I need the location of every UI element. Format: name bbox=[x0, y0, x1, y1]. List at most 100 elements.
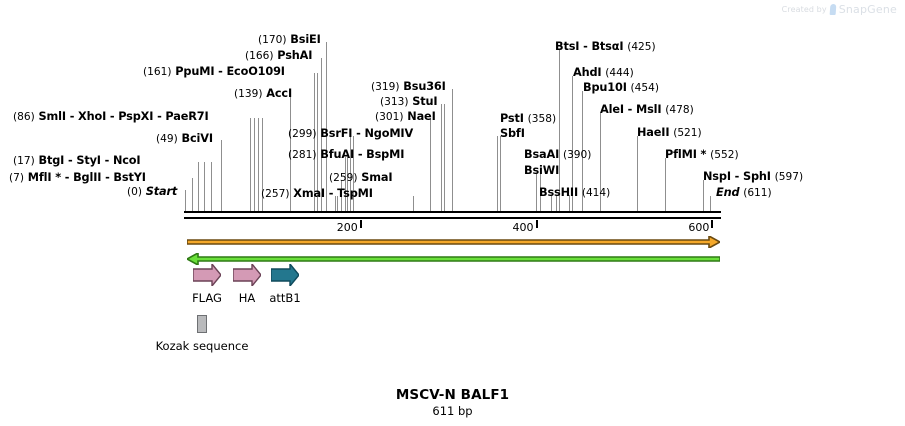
leader-line bbox=[497, 136, 498, 212]
enzyme-label[interactable]: BsaAI (390) bbox=[524, 149, 591, 161]
enzyme-label[interactable]: SbfI bbox=[500, 128, 525, 139]
enzyme-label[interactable]: BssHII (414) bbox=[539, 187, 610, 199]
enzyme-name: SbfI bbox=[500, 127, 525, 140]
enzyme-label[interactable]: (17) BtgI - StyI - NcoI bbox=[13, 155, 141, 167]
enzyme-position: (170) bbox=[258, 34, 287, 46]
leader-line bbox=[350, 136, 351, 212]
enzyme-position: (390) bbox=[562, 149, 592, 161]
reverse-orf-arrow[interactable] bbox=[185, 250, 721, 269]
enzyme-label[interactable]: (319) Bsu36I bbox=[371, 81, 446, 93]
leader-line bbox=[250, 118, 251, 212]
enzyme-name: Start bbox=[142, 185, 178, 198]
enzyme-label[interactable]: (0) Start bbox=[127, 186, 177, 198]
enzyme-label[interactable]: (301) NaeI bbox=[375, 111, 436, 123]
enzyme-label[interactable]: NspI - SphI (597) bbox=[703, 171, 803, 183]
enzyme-name: BfuAI - BspMI bbox=[316, 148, 405, 161]
leader-line bbox=[290, 95, 291, 212]
leader-line bbox=[341, 180, 342, 212]
snapgene-watermark: Created by SnapGene bbox=[782, 3, 897, 16]
enzyme-position: (425) bbox=[627, 41, 656, 53]
plasmid-backbone-line-top bbox=[184, 211, 721, 213]
enzyme-name: BtsI - BtsαI bbox=[555, 40, 628, 53]
enzyme-name: PpuMI - EcoO109I bbox=[171, 65, 285, 78]
leader-line bbox=[572, 76, 573, 212]
enzyme-name: AleI - MslI bbox=[600, 103, 666, 116]
leader-line bbox=[254, 118, 255, 212]
enzyme-label[interactable]: (299) BsrFI - NgoMIV bbox=[288, 128, 413, 140]
ruler-tick-label: 600 bbox=[688, 221, 710, 234]
leader-line bbox=[258, 118, 259, 212]
forward-orf-arrow[interactable] bbox=[186, 233, 722, 252]
enzyme-name: Bsu36I bbox=[399, 80, 446, 93]
enzyme-label[interactable]: End (611) bbox=[716, 187, 772, 199]
enzyme-label[interactable]: (139) AccI bbox=[234, 88, 292, 100]
enzyme-name: PshAI bbox=[273, 49, 313, 62]
leader-line bbox=[441, 104, 442, 212]
enzyme-name: BssHII bbox=[539, 186, 582, 199]
ruler-tick bbox=[359, 220, 362, 228]
enzyme-label[interactable]: HaeII (521) bbox=[637, 127, 702, 139]
enzyme-position: (259) bbox=[329, 172, 358, 184]
enzyme-label[interactable]: (257) XmaI - TspMI bbox=[261, 188, 373, 200]
leader-line bbox=[326, 42, 327, 212]
feature-arrow-ha[interactable] bbox=[232, 262, 262, 290]
enzyme-label[interactable]: (86) SmlI - XhoI - PspXI - PaeR7I bbox=[13, 111, 209, 123]
enzyme-label[interactable]: (7) MflI * - BglII - BstYI bbox=[9, 172, 146, 184]
leader-line bbox=[637, 136, 638, 212]
enzyme-position: (281) bbox=[288, 149, 317, 161]
ruler-tick bbox=[535, 220, 538, 228]
leader-line bbox=[444, 104, 445, 212]
enzyme-label[interactable]: AleI - MslI (478) bbox=[600, 104, 694, 116]
enzyme-position: (301) bbox=[375, 111, 404, 123]
leader-line bbox=[345, 157, 346, 212]
leader-line bbox=[665, 158, 666, 212]
enzyme-label[interactable]: BtsI - BtsαI (425) bbox=[555, 41, 656, 53]
leader-line bbox=[582, 91, 583, 212]
enzyme-label[interactable]: (281) BfuAI - BspMI bbox=[288, 149, 404, 161]
enzyme-position: (49) bbox=[156, 133, 178, 145]
leader-line bbox=[556, 195, 557, 212]
enzyme-label[interactable]: (313) StuI bbox=[380, 96, 438, 108]
enzyme-position: (17) bbox=[13, 155, 35, 167]
plasmid-backbone-line-bottom bbox=[184, 217, 721, 219]
enzyme-label[interactable]: PstI (358) bbox=[500, 113, 556, 125]
enzyme-position: (478) bbox=[665, 104, 694, 116]
enzyme-position: (161) bbox=[143, 66, 172, 78]
enzyme-name: AccI bbox=[262, 87, 293, 100]
leader-line bbox=[335, 196, 336, 212]
enzyme-label[interactable]: AhdI (444) bbox=[573, 67, 634, 79]
enzyme-position: (552) bbox=[710, 149, 739, 161]
enzyme-label[interactable]: (49) BciVI bbox=[156, 133, 213, 145]
leader-line bbox=[353, 136, 354, 212]
enzyme-name: BsrFI - NgoMIV bbox=[316, 127, 414, 140]
leader-line bbox=[347, 157, 348, 212]
enzyme-position: (444) bbox=[605, 67, 634, 79]
enzyme-position: (414) bbox=[581, 187, 611, 199]
enzyme-position: (358) bbox=[527, 113, 557, 125]
watermark-created-by-label: Created by bbox=[781, 5, 827, 14]
plasmid-title: MSCV-N BALF1 bbox=[395, 387, 510, 403]
leader-line bbox=[337, 196, 338, 212]
leader-line bbox=[559, 50, 560, 212]
enzyme-name: PflMI * bbox=[665, 148, 711, 161]
enzyme-label[interactable]: (166) PshAI bbox=[245, 50, 312, 62]
enzyme-label[interactable]: (170) BsiEI bbox=[258, 34, 321, 46]
kozak-sequence-box[interactable] bbox=[197, 315, 207, 333]
leader-line bbox=[430, 119, 431, 212]
enzyme-name: MflI * - BglII - BstYI bbox=[24, 171, 146, 184]
leader-line bbox=[536, 173, 537, 212]
feature-arrow-flag[interactable] bbox=[192, 262, 222, 290]
enzyme-label[interactable]: Bpu10I (454) bbox=[583, 82, 659, 94]
enzyme-name: BsiEI bbox=[286, 33, 321, 46]
enzyme-label[interactable]: (161) PpuMI - EcoO109I bbox=[143, 66, 285, 78]
enzyme-label[interactable]: PflMI * (552) bbox=[665, 149, 739, 161]
enzyme-position: (166) bbox=[245, 50, 274, 62]
enzyme-position: (454) bbox=[630, 82, 660, 94]
enzyme-position: (0) bbox=[127, 186, 143, 198]
feature-label-attb1: attB1 bbox=[269, 291, 301, 305]
feature-arrow-attb1[interactable] bbox=[270, 262, 300, 290]
enzyme-label[interactable]: BsiWI bbox=[524, 165, 559, 176]
enzyme-position: (86) bbox=[13, 111, 35, 123]
enzyme-label[interactable]: (259) SmaI bbox=[329, 172, 393, 184]
